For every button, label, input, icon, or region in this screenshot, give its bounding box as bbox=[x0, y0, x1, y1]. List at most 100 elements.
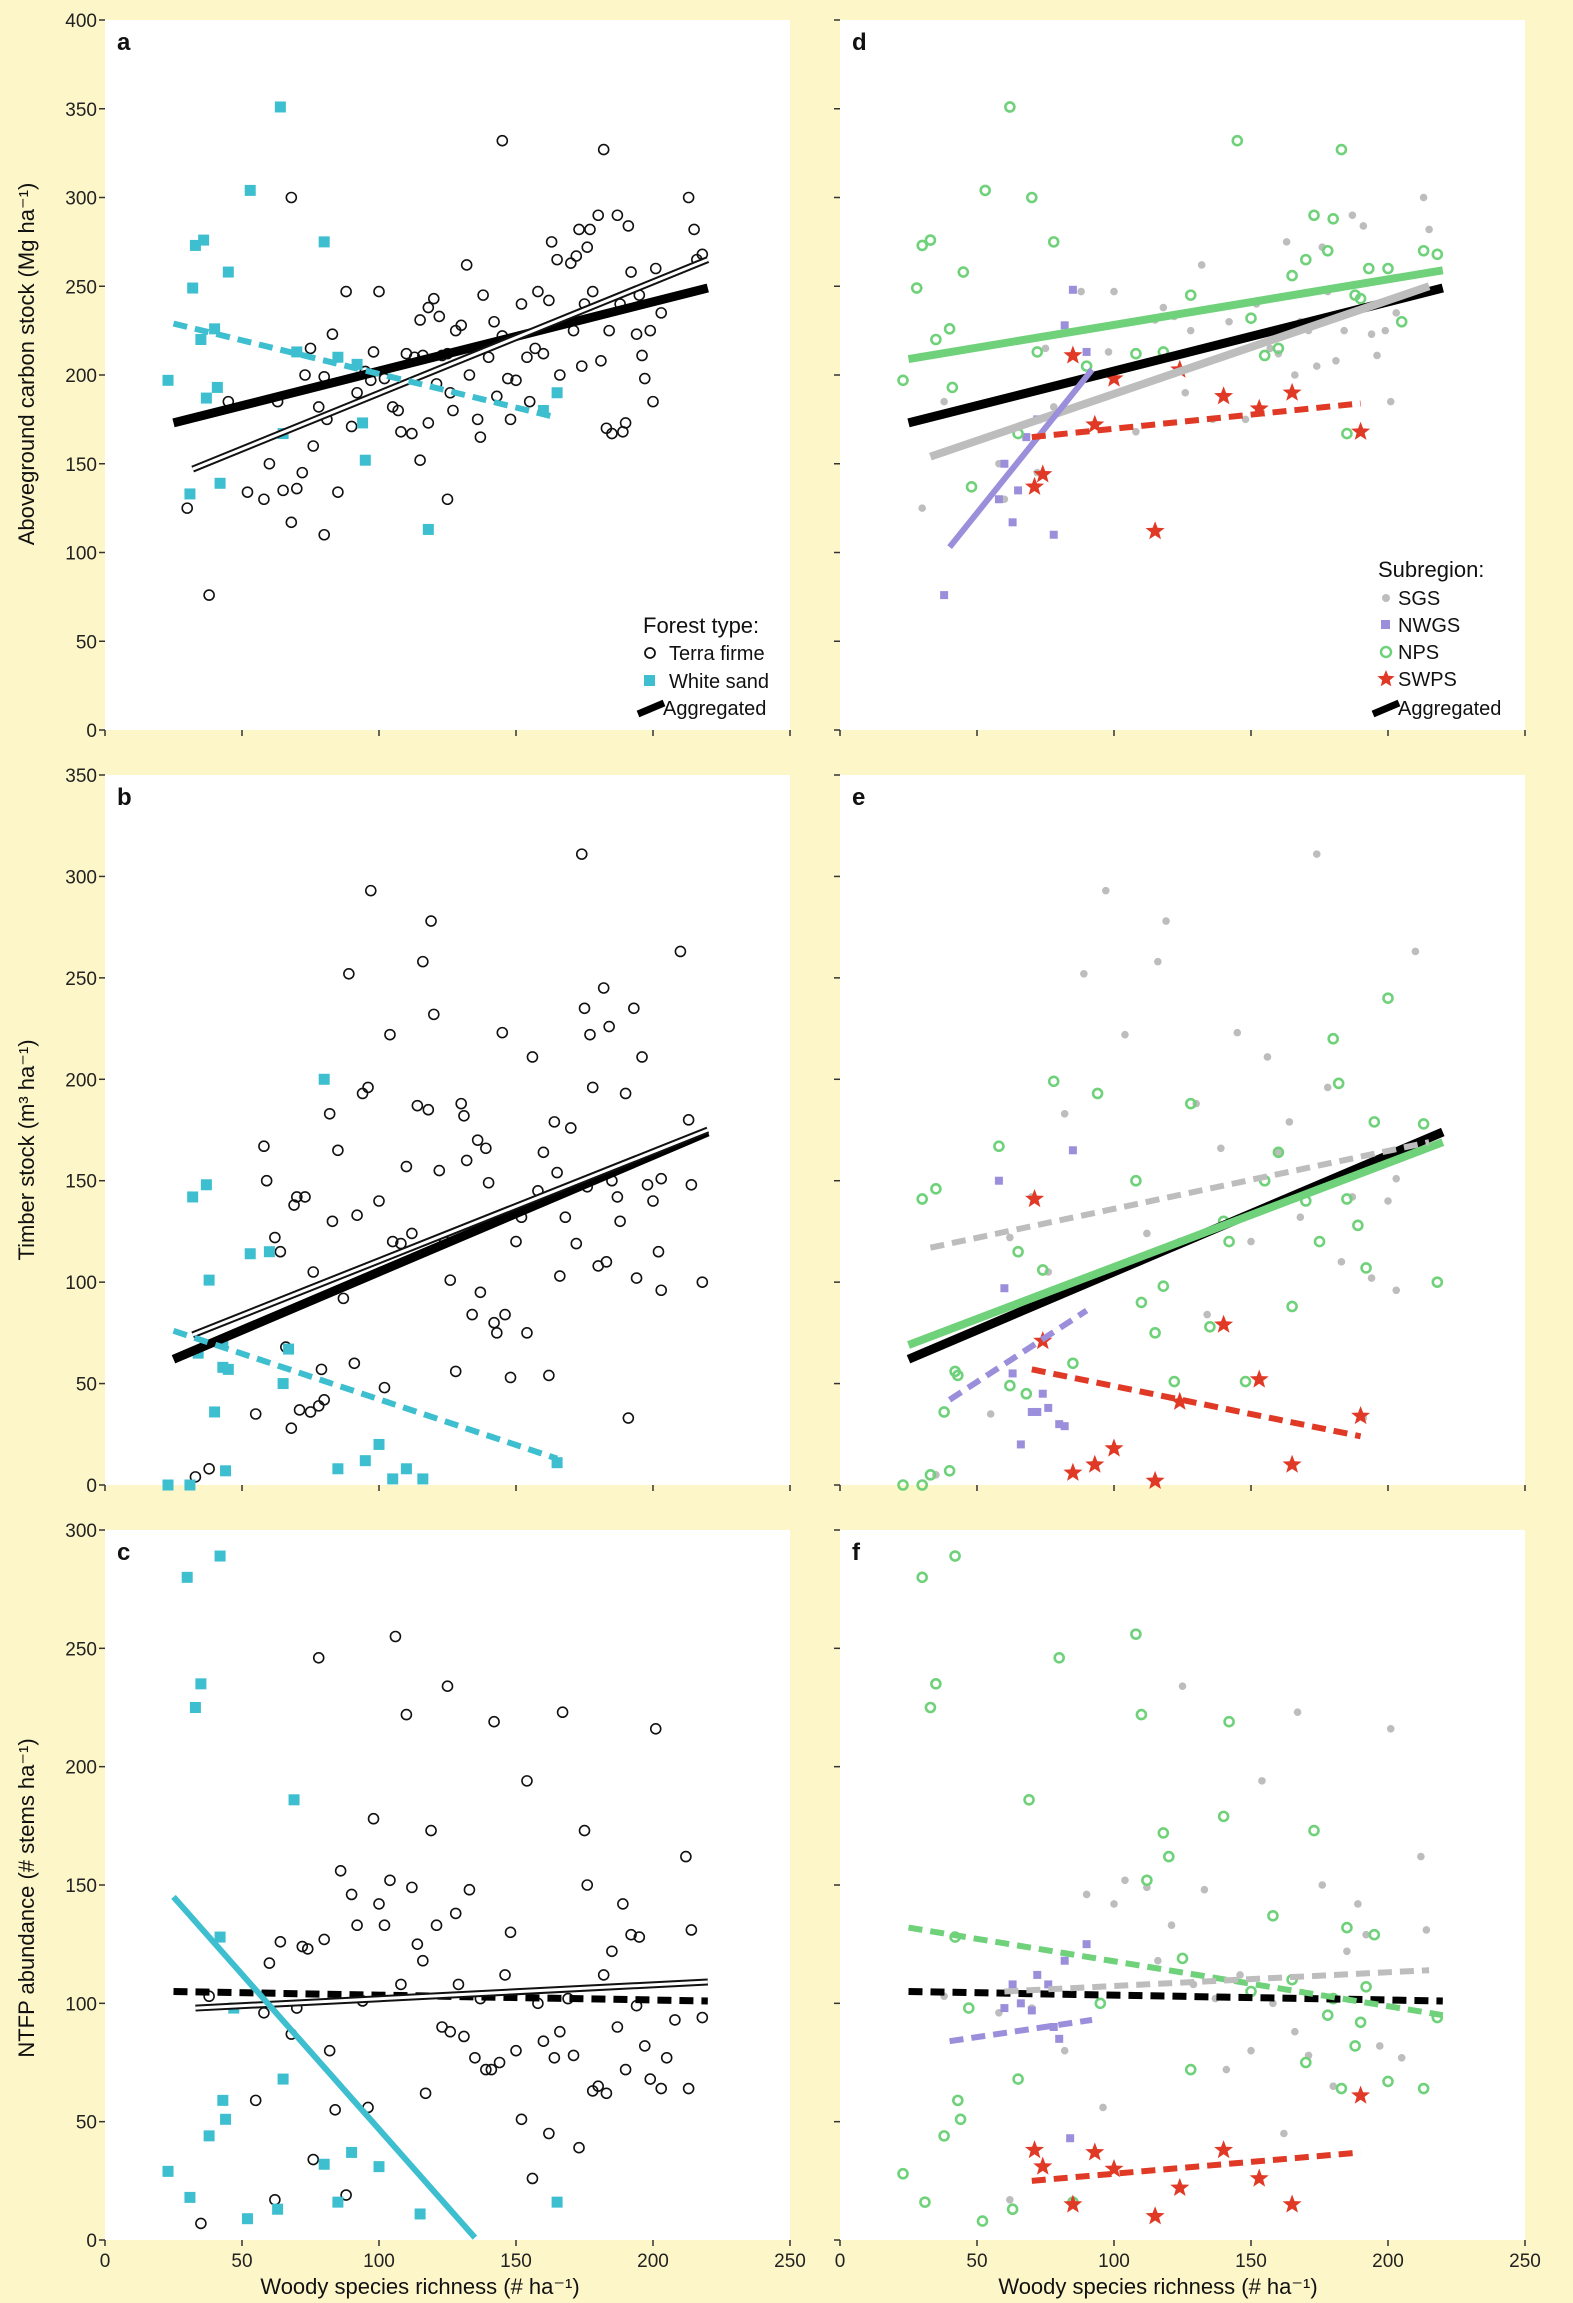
data-point bbox=[515, 298, 528, 310]
data-point bbox=[1249, 398, 1269, 417]
data-point bbox=[548, 1116, 561, 1128]
legend-label-aggregated: Aggregated bbox=[663, 698, 766, 720]
data-point bbox=[1082, 1890, 1091, 1899]
data-point bbox=[269, 1231, 281, 1244]
legend-marker-swps bbox=[1377, 670, 1395, 687]
data-point bbox=[1060, 2046, 1069, 2055]
data-point bbox=[1197, 261, 1206, 269]
data-point bbox=[1382, 992, 1394, 1004]
legend-subregion: Subregion: SGS NWGS NPS SWPS Aggregated bbox=[1371, 557, 1501, 720]
data-point bbox=[570, 1237, 583, 1250]
data-point bbox=[614, 1215, 626, 1228]
data-point bbox=[1154, 1956, 1162, 1965]
data-point bbox=[195, 334, 207, 345]
data-point bbox=[644, 324, 657, 337]
data-point bbox=[957, 266, 970, 278]
data-point bbox=[422, 1103, 435, 1116]
series-white-sand-c bbox=[162, 1550, 563, 2225]
data-point bbox=[638, 2040, 651, 2052]
data-point bbox=[930, 1678, 942, 1690]
data-point bbox=[427, 292, 440, 305]
data-point bbox=[1392, 1174, 1401, 1183]
data-point bbox=[1016, 1999, 1025, 2008]
data-point bbox=[373, 1195, 385, 1207]
data-point bbox=[1080, 360, 1093, 372]
data-point bbox=[1157, 1827, 1170, 1839]
data-point bbox=[258, 493, 270, 506]
data-point bbox=[1027, 1407, 1036, 1416]
data-point bbox=[184, 2191, 196, 2203]
data-point bbox=[263, 1246, 275, 1258]
data-point bbox=[619, 2063, 632, 2076]
data-point bbox=[1068, 1146, 1077, 1155]
data-point bbox=[515, 2113, 528, 2126]
data-point bbox=[649, 262, 662, 275]
data-point bbox=[606, 427, 618, 440]
data-point bbox=[1145, 1470, 1165, 1489]
data-point bbox=[417, 1954, 429, 1967]
data-point bbox=[603, 1020, 615, 1033]
data-point bbox=[460, 259, 473, 271]
data-point bbox=[1417, 1118, 1430, 1130]
data-point bbox=[1031, 346, 1044, 358]
data-point bbox=[1282, 1454, 1302, 1473]
data-point bbox=[630, 328, 643, 340]
panel-label-d: d bbox=[852, 29, 867, 56]
data-point bbox=[559, 1211, 572, 1224]
data-point bbox=[1023, 1794, 1035, 1806]
y-tick-label: 350 bbox=[65, 100, 97, 121]
data-point bbox=[1130, 1174, 1142, 1187]
data-point bbox=[364, 884, 377, 897]
data-point bbox=[1060, 1422, 1069, 1431]
data-point bbox=[1214, 386, 1234, 405]
data-point bbox=[943, 1465, 956, 1477]
data-point bbox=[994, 495, 1003, 504]
data-point bbox=[930, 333, 942, 346]
data-point bbox=[1168, 1375, 1181, 1388]
data-point bbox=[685, 1178, 698, 1191]
panel-label-e: e bbox=[852, 784, 865, 811]
data-point bbox=[326, 328, 339, 340]
data-point bbox=[217, 2094, 229, 2106]
data-point bbox=[1101, 886, 1110, 895]
data-point bbox=[203, 2130, 215, 2142]
y-axis-label-row-2: Timber stock (m³ ha⁻¹) bbox=[14, 1039, 39, 1260]
series-swps-e bbox=[1025, 1189, 1371, 1489]
data-point bbox=[1274, 1148, 1283, 1157]
data-point bbox=[422, 301, 435, 314]
data-point bbox=[628, 1002, 640, 1015]
data-point bbox=[406, 427, 418, 440]
data-point bbox=[480, 1142, 492, 1155]
data-point bbox=[501, 372, 514, 385]
legend-marker-terra-firme bbox=[644, 647, 656, 659]
data-point bbox=[351, 386, 363, 399]
data-point bbox=[241, 486, 254, 498]
data-point bbox=[203, 1274, 215, 1286]
y-tick-label: 200 bbox=[65, 1758, 97, 1779]
y-tick-label: 0 bbox=[86, 721, 97, 742]
data-point bbox=[211, 381, 223, 393]
data-point bbox=[979, 184, 992, 197]
data-point bbox=[332, 351, 344, 363]
fit-line-fill bbox=[195, 1980, 708, 2010]
data-point bbox=[417, 955, 429, 968]
data-point bbox=[203, 589, 215, 601]
data-point bbox=[1266, 344, 1274, 353]
data-point bbox=[1053, 1652, 1065, 1664]
data-point bbox=[274, 1936, 287, 1948]
data-point bbox=[938, 1406, 950, 1418]
data-point bbox=[1329, 2082, 1337, 2090]
data-point bbox=[1000, 1284, 1009, 1293]
data-point bbox=[521, 1327, 533, 1339]
data-point bbox=[1170, 1391, 1190, 1410]
data-point bbox=[425, 915, 437, 927]
data-point bbox=[1321, 244, 1334, 257]
data-point bbox=[477, 289, 489, 301]
data-point bbox=[916, 239, 929, 252]
fit-line-aggregated-a bbox=[172, 283, 709, 428]
data-point bbox=[430, 1919, 443, 1932]
data-point bbox=[573, 2141, 585, 2154]
data-point bbox=[1167, 1921, 1176, 1930]
x-tick-label: 50 bbox=[231, 2251, 252, 2272]
legend-marker-aggregated bbox=[1371, 699, 1401, 718]
